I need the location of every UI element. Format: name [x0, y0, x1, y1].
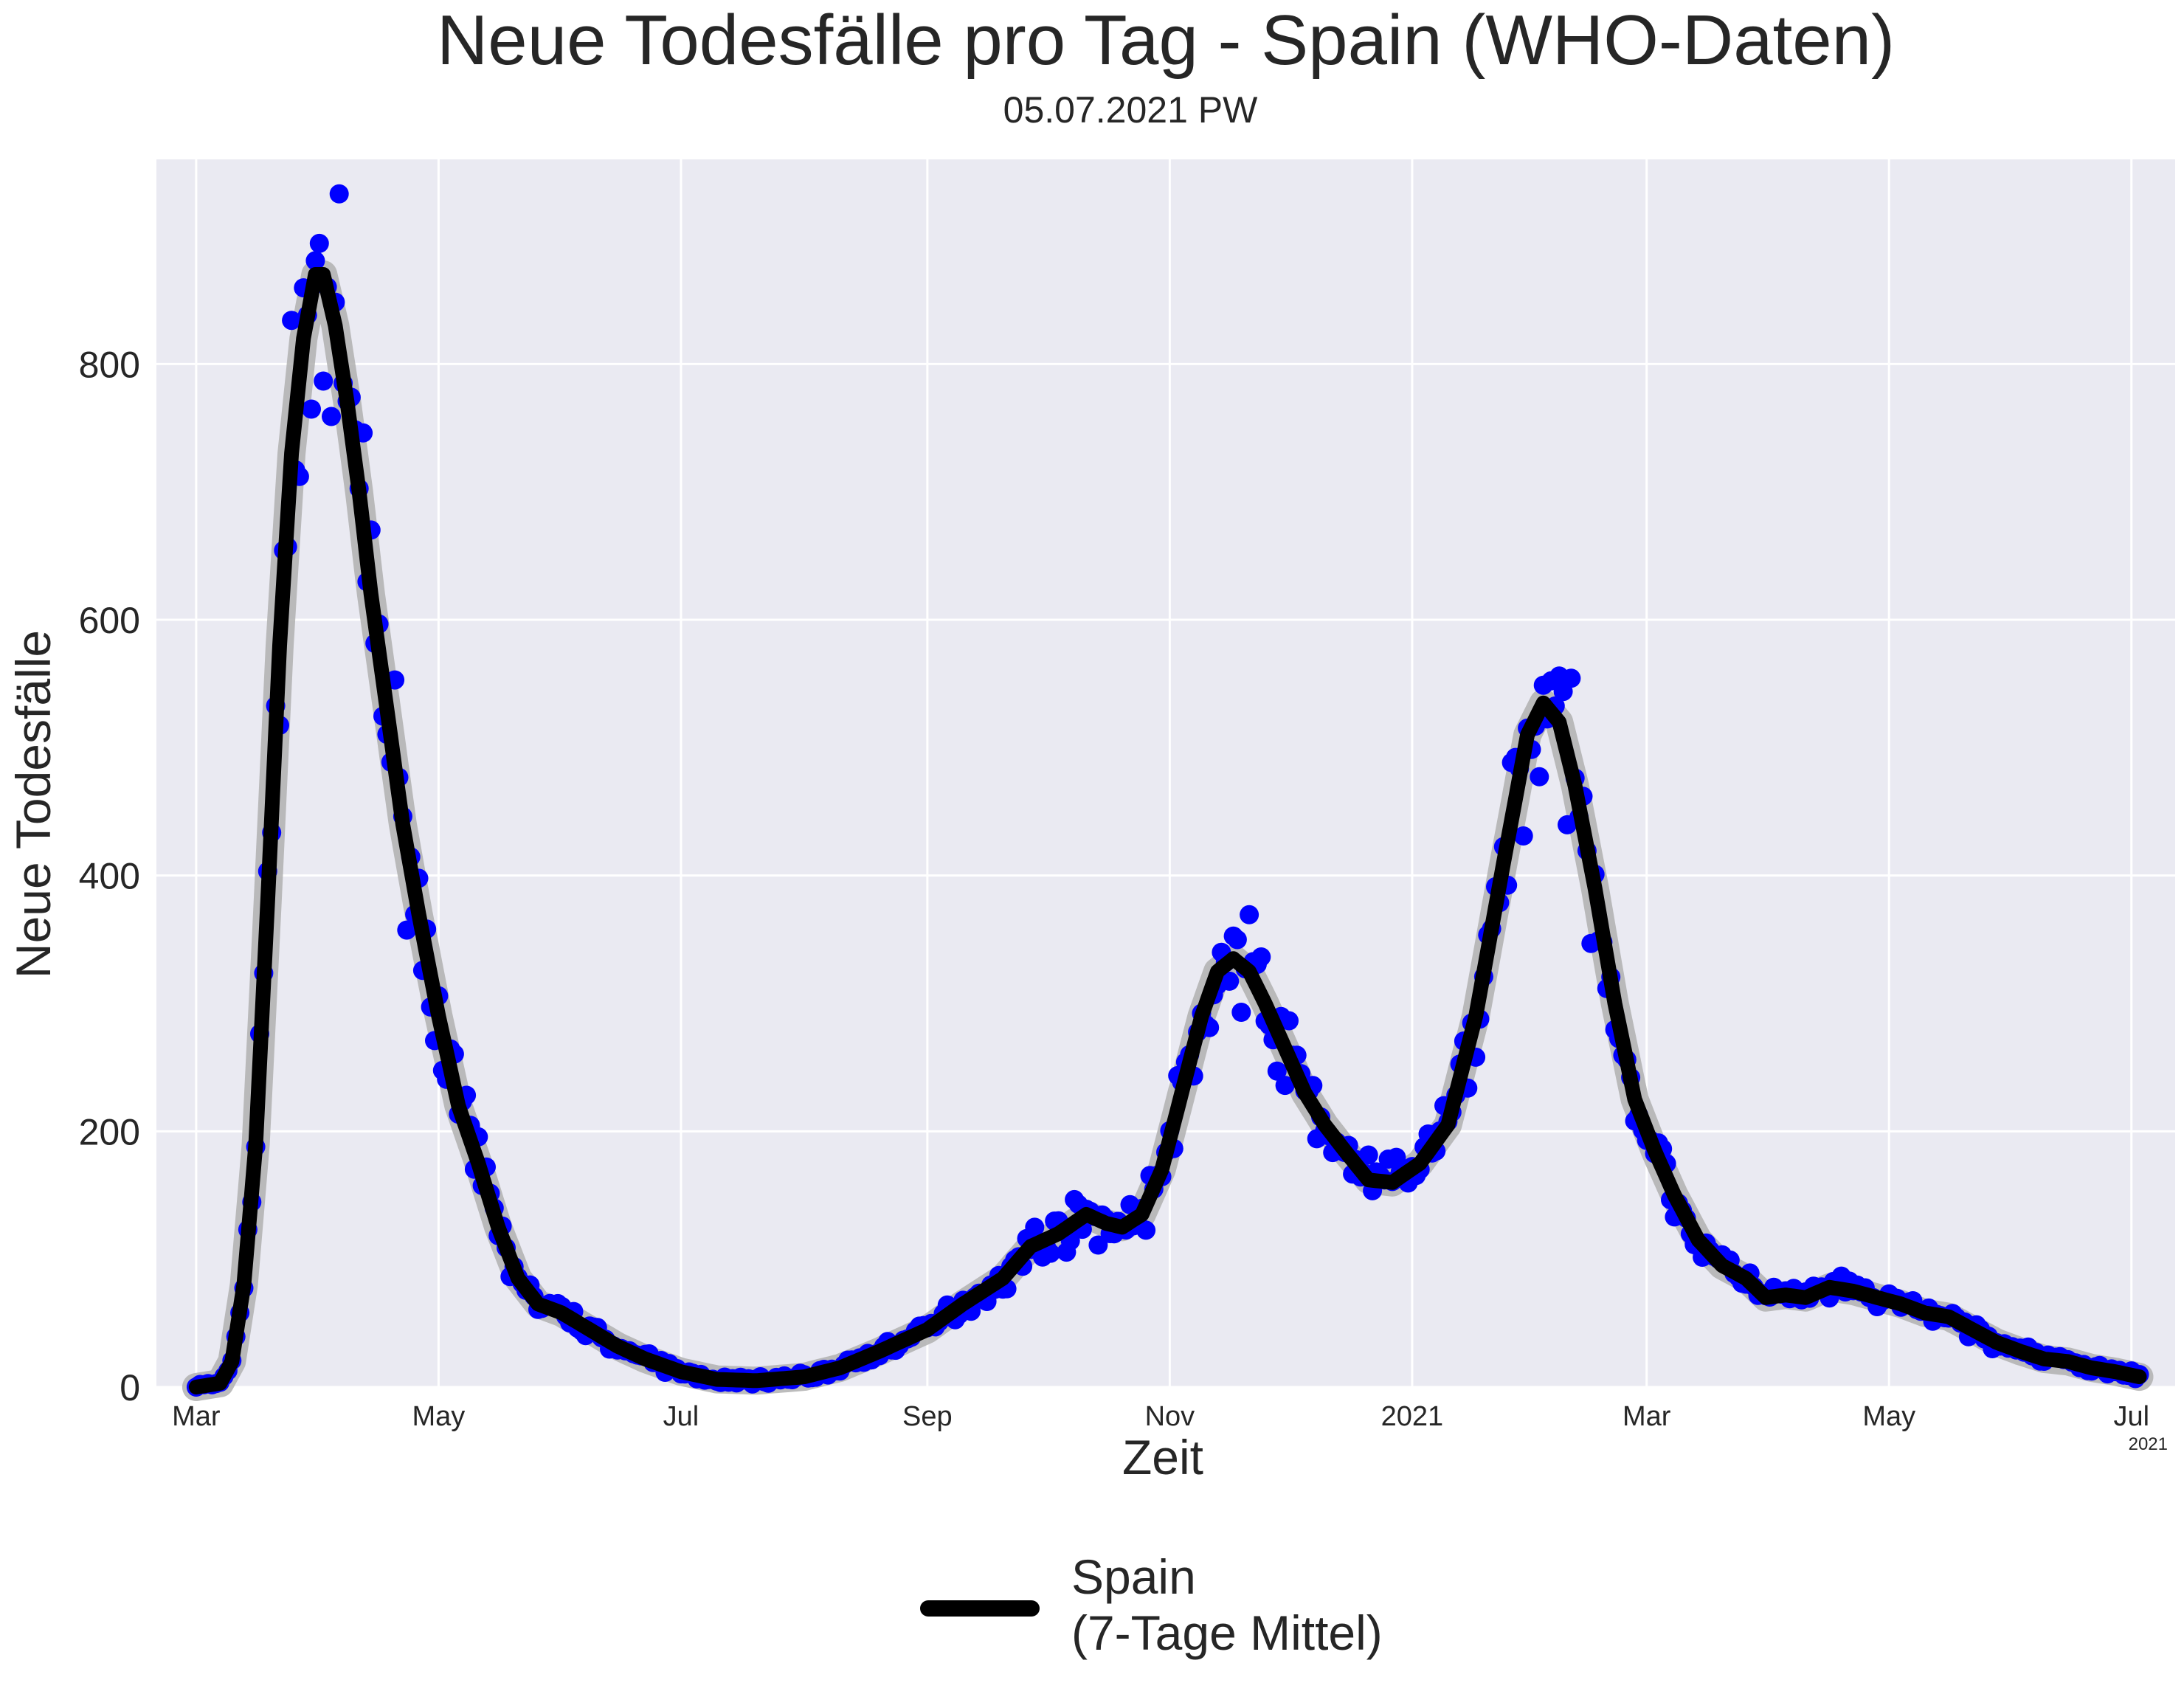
- data-point: [397, 920, 417, 940]
- data-point: [1136, 1220, 1156, 1240]
- mean-line-layer: [188, 267, 2147, 1394]
- data-point: [322, 407, 341, 426]
- data-point: [1279, 1011, 1299, 1031]
- y-tick-label: 600: [79, 600, 140, 641]
- mean-line: [188, 267, 2147, 1394]
- tick-labels: Mar May Jul Sep Nov 2021 Mar May Jul 0 200 400 600 80…: [79, 344, 2149, 1432]
- data-point: [1386, 1147, 1406, 1167]
- x-tick-label: Mar: [172, 1401, 221, 1432]
- data-point: [1561, 668, 1581, 688]
- y-tick-label: 800: [79, 344, 140, 385]
- data-point: [1267, 1061, 1287, 1081]
- data-point: [305, 251, 325, 271]
- y-tick-label: 400: [79, 856, 140, 897]
- data-point: [282, 311, 302, 331]
- data-point: [302, 399, 321, 419]
- legend-label-line: Spain: [1071, 1549, 1196, 1604]
- x-tick-label: Jul: [663, 1401, 699, 1432]
- x-tick-label: Sep: [902, 1401, 953, 1432]
- x-offset-label: 2021: [2129, 1434, 2168, 1454]
- data-point: [1227, 930, 1247, 950]
- data-point: [1358, 1145, 1378, 1165]
- y-tick-label: 200: [79, 1111, 140, 1152]
- data-point: [1025, 1217, 1045, 1237]
- data-point: [1251, 947, 1271, 967]
- legend: Spain (7-Tage Mittel): [920, 1549, 1383, 1660]
- data-point: [309, 233, 329, 253]
- data-point: [1088, 1235, 1108, 1255]
- x-tick-label: May: [1862, 1401, 1915, 1432]
- data-point: [1240, 905, 1259, 924]
- legend-label: Spain (7-Tage Mittel): [1071, 1549, 1383, 1660]
- data-point: [1275, 1076, 1295, 1096]
- chart-subtitle: 05.07.2021 PW: [1003, 89, 1258, 131]
- data-point: [314, 371, 334, 391]
- data-point: [1513, 826, 1533, 846]
- x-tick-label: May: [412, 1401, 465, 1432]
- x-tick-label: Nov: [1145, 1401, 1195, 1432]
- data-point: [1040, 1243, 1060, 1263]
- x-tick-label: Mar: [1623, 1401, 1671, 1432]
- data-point: [1530, 767, 1549, 786]
- x-axis-label: Zeit: [1122, 1430, 1203, 1484]
- data-point: [1231, 1003, 1251, 1022]
- chart-title: Neue Todesfälle pro Tag - Spain (WHO-Dat…: [437, 1, 1895, 80]
- data-point: [1220, 971, 1240, 991]
- data-point: [329, 184, 349, 204]
- y-axis-label: Neue Todesfälle: [6, 630, 61, 978]
- legend-label-line: (7-Tage Mittel): [1071, 1605, 1383, 1660]
- y-tick-label: 0: [120, 1367, 140, 1408]
- x-tick-label: 2021: [1381, 1401, 1444, 1432]
- plot-area: [156, 159, 2175, 1387]
- x-tick-label: Jul: [2113, 1401, 2149, 1432]
